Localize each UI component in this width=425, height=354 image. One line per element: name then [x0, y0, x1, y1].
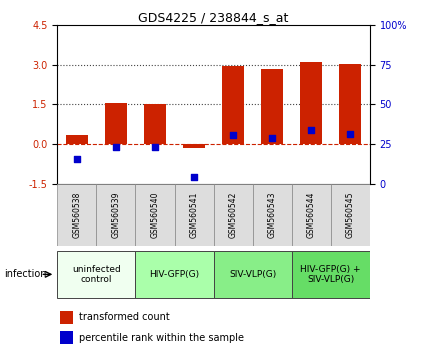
FancyBboxPatch shape: [57, 184, 96, 246]
Point: [230, 132, 236, 138]
Text: percentile rank within the sample: percentile rank within the sample: [79, 332, 244, 343]
Point: [113, 144, 119, 150]
Bar: [222, 66, 244, 144]
Text: GSM560538: GSM560538: [72, 192, 82, 238]
Bar: [66, 135, 88, 144]
FancyBboxPatch shape: [136, 184, 175, 246]
Bar: [144, 104, 166, 144]
FancyBboxPatch shape: [213, 184, 252, 246]
FancyBboxPatch shape: [252, 184, 292, 246]
Point: [152, 144, 159, 150]
Text: infection: infection: [4, 269, 47, 279]
FancyBboxPatch shape: [331, 184, 370, 246]
Text: GSM560545: GSM560545: [346, 192, 355, 238]
Bar: [136, 251, 213, 298]
Point: [191, 175, 198, 180]
FancyBboxPatch shape: [175, 184, 213, 246]
Bar: [261, 69, 283, 144]
Text: HIV-GFP(G): HIV-GFP(G): [150, 270, 200, 279]
Text: GSM560540: GSM560540: [150, 192, 159, 238]
Point: [347, 131, 354, 136]
Bar: [300, 62, 322, 144]
Text: transformed count: transformed count: [79, 312, 170, 322]
Bar: [105, 103, 127, 144]
Text: GSM560539: GSM560539: [111, 192, 120, 238]
Bar: [60, 311, 73, 324]
FancyBboxPatch shape: [96, 184, 136, 246]
Bar: [213, 251, 292, 298]
Text: GSM560542: GSM560542: [229, 192, 238, 238]
Bar: [60, 331, 73, 344]
Point: [269, 135, 275, 141]
Text: uninfected
control: uninfected control: [72, 265, 121, 284]
Bar: [292, 251, 370, 298]
Point: [308, 127, 314, 132]
Text: HIV-GFP(G) +
SIV-VLP(G): HIV-GFP(G) + SIV-VLP(G): [300, 265, 361, 284]
FancyBboxPatch shape: [292, 184, 331, 246]
Bar: [57, 251, 136, 298]
Text: GSM560543: GSM560543: [268, 192, 277, 238]
Title: GDS4225 / 238844_s_at: GDS4225 / 238844_s_at: [139, 11, 289, 24]
Text: GSM560544: GSM560544: [307, 192, 316, 238]
Point: [74, 156, 80, 162]
Bar: [183, 144, 205, 148]
Text: GSM560541: GSM560541: [190, 192, 198, 238]
Bar: [340, 64, 361, 144]
Text: SIV-VLP(G): SIV-VLP(G): [229, 270, 276, 279]
